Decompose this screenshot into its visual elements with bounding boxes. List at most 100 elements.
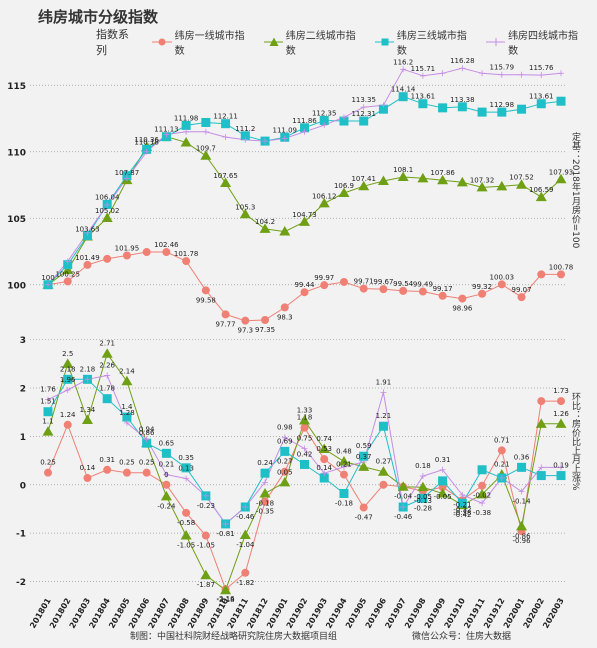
- point-1-0-14: [320, 455, 329, 464]
- y-tick-label: 105: [7, 215, 26, 225]
- point-0-1-9: [220, 177, 232, 188]
- data-label-1-3-22: -0.38: [473, 509, 491, 517]
- point-1-3-7: [183, 475, 190, 482]
- point-0-0-26: [557, 270, 565, 279]
- point-1-2-0: [43, 407, 53, 417]
- point-1-0-22: [478, 481, 487, 490]
- data-label-0-3-21: 116.28: [450, 57, 475, 65]
- data-label-0-0-23: 100.03: [490, 273, 515, 281]
- point-0-2-8: [201, 117, 211, 127]
- point-0-0-16: [359, 284, 368, 293]
- point-0-0-22: [478, 289, 487, 298]
- legend-item-tier2: 纬房二线城市指数: [263, 27, 363, 57]
- y-tick-label: 1: [20, 433, 26, 443]
- point-0-0-5: [142, 248, 151, 257]
- point-0-2-26: [556, 96, 566, 106]
- point-0-1-3: [101, 212, 113, 222]
- data-label-1-3-1: 1.96: [60, 376, 76, 384]
- point-0-3-16: [360, 104, 367, 111]
- point-1-2-6: [161, 448, 171, 458]
- data-label-0-2-3: 106.04: [95, 193, 120, 201]
- point-1-1-11: [259, 487, 271, 498]
- data-label-0-0-9: 97.77: [216, 320, 236, 328]
- data-label-1-1-4: 2.14: [119, 367, 135, 375]
- data-label-1-2-3: 1.78: [99, 385, 115, 393]
- data-label-0-0-7: 101.78: [174, 250, 199, 258]
- data-label-1-0-15: 0.21: [336, 461, 352, 469]
- data-label-0-2-18: 114.14: [391, 86, 416, 94]
- data-label-1-0-14: 0.53: [316, 445, 332, 453]
- point-0-2-14: [319, 115, 329, 125]
- point-1-2-7: [181, 463, 191, 473]
- point-1-2-16: [359, 451, 369, 461]
- point-0-3-23: [498, 71, 505, 78]
- point-1-3-12: [281, 434, 288, 441]
- data-label-0-1-10: 105.3: [235, 203, 255, 211]
- point-0-3-1: [64, 258, 71, 265]
- point-0-0-8: [201, 286, 210, 295]
- point-1-0-2: [83, 473, 92, 482]
- data-label-0-3-19: 115.71: [411, 65, 436, 73]
- y-tick-label: 0: [20, 481, 26, 491]
- point-0-1-24: [516, 179, 528, 189]
- point-0-0-3: [103, 254, 112, 263]
- point-0-0-13: [300, 288, 309, 297]
- data-label-0-1-5: 110.36: [134, 136, 159, 144]
- point-1-1-9: [220, 584, 232, 595]
- point-1-1-22: [476, 488, 488, 499]
- point-0-3-6: [163, 131, 170, 138]
- legend-triangle-icon: [263, 37, 283, 46]
- data-label-1-1-0: 1.1: [42, 418, 53, 426]
- data-label-1-1-15: 0.48: [336, 448, 352, 456]
- point-0-3-5: [143, 148, 150, 155]
- point-1-0-25: [537, 397, 546, 406]
- point-1-3-19: [419, 473, 426, 480]
- point-0-3-26: [558, 70, 564, 77]
- data-label-0-0-24: 99.07: [512, 286, 532, 294]
- data-label-1-1-11: -0.18: [256, 499, 274, 507]
- point-0-0-21: [458, 294, 467, 303]
- data-label-1-3-19: 0.18: [415, 462, 431, 470]
- data-label-1-1-14: 0.74: [316, 435, 332, 443]
- data-label-0-2-5: 110.18: [134, 138, 159, 146]
- data-label-0-0-22: 99.32: [472, 283, 492, 291]
- data-label-0-1-24: 107.52: [509, 174, 534, 182]
- data-label-0-0-16: 99.71: [354, 278, 374, 286]
- point-1-3-14: [321, 470, 328, 477]
- point-1-0-26: [557, 397, 565, 406]
- data-label-1-2-8: -0.23: [197, 502, 215, 510]
- data-label-0-2-9: 112.11: [213, 113, 238, 121]
- data-label-1-0-21: -0.32: [453, 506, 471, 514]
- data-label-1-0-18: -0.04: [394, 493, 413, 501]
- point-0-0-15: [339, 277, 348, 286]
- legend-label-tier3: 纬房三线城市指数: [396, 31, 467, 57]
- point-0-3-11: [262, 138, 269, 145]
- point-1-0-13: [300, 423, 309, 432]
- y-tick-label: 3: [20, 336, 26, 346]
- point-0-3-10: [242, 136, 249, 143]
- data-label-1-2-17: 1.21: [376, 412, 392, 420]
- y-tick-label: -1: [16, 530, 26, 540]
- data-label-0-0-11: 97.35: [255, 326, 275, 334]
- point-1-1-25: [535, 418, 547, 428]
- point-0-3-9: [222, 134, 229, 141]
- point-1-0-15: [339, 470, 348, 479]
- point-0-3-17: [380, 102, 387, 109]
- data-label-1-0-16: -0.47: [355, 513, 373, 521]
- data-label-0-3-23: 115.79: [490, 64, 515, 72]
- data-label-0-1-16: 107.41: [351, 175, 376, 183]
- data-label-1-3-3: 2.26: [99, 361, 115, 369]
- data-label-1-2-1: 2.18: [60, 365, 76, 373]
- point-0-0-2: [83, 260, 92, 269]
- point-1-2-1: [63, 374, 73, 384]
- point-1-0-12: [280, 467, 289, 476]
- point-0-0-11: [261, 315, 270, 324]
- data-label-1-2-0: 1.51: [40, 398, 56, 406]
- legend-item-tier4: 纬房四线城市指数: [485, 27, 585, 57]
- point-0-1-17: [377, 175, 389, 186]
- data-label-1-0-5: 0.25: [139, 459, 155, 467]
- point-1-1-26: [555, 418, 567, 428]
- point-0-1-7: [180, 136, 192, 147]
- point-0-0-25: [537, 270, 546, 279]
- data-label-0-0-6: 102.46: [154, 241, 179, 249]
